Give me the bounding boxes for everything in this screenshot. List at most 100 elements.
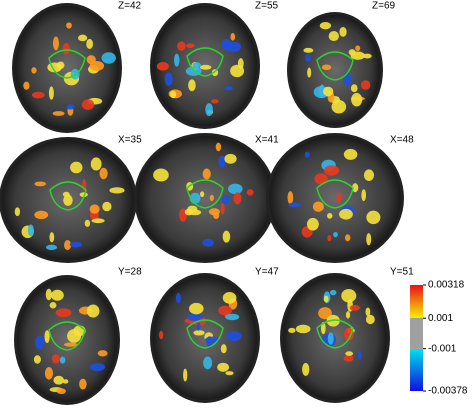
activation-blob: [31, 67, 37, 74]
colorbar-tick-label: -0.00378: [428, 386, 468, 397]
roi-contour: [316, 51, 354, 81]
activation-blob: [27, 224, 34, 237]
activation-blob: [331, 100, 347, 114]
activation-blob: [233, 192, 242, 205]
activation-blob: [226, 331, 242, 342]
colorbar-tick-label: 0.001: [428, 313, 453, 324]
activation-blob: [205, 103, 213, 117]
activation-blob: [81, 99, 95, 110]
activation-blob: [366, 233, 372, 246]
activation-blob: [349, 304, 360, 311]
activation-blob: [64, 240, 72, 251]
activation-blob: [35, 335, 45, 350]
activation-blob: [44, 330, 50, 344]
activation-blob: [45, 244, 58, 251]
activation-blob: [336, 192, 342, 203]
activation-blob: [363, 169, 375, 182]
activation-blob: [86, 38, 94, 49]
slice-tissue: [269, 136, 401, 260]
activation-blob: [49, 301, 57, 309]
activation-blob: [329, 289, 337, 296]
activation-blob: [360, 80, 371, 90]
activation-blob: [189, 302, 204, 315]
activation-blob: [70, 161, 83, 174]
activation-blob: [230, 32, 236, 41]
brain-slice: [287, 12, 383, 128]
activation-blob: [324, 165, 340, 176]
activation-blob: [345, 351, 354, 356]
activation-blob: [66, 22, 72, 29]
activation-blob: [352, 183, 359, 193]
activation-blob: [333, 231, 338, 238]
slice-label: X=35: [118, 135, 142, 146]
activation-blob: [348, 49, 356, 56]
brain-slice: [150, 3, 260, 129]
activation-blob: [225, 371, 234, 376]
slice-label: X=41: [255, 135, 279, 146]
activation-blob: [183, 368, 188, 382]
activation-blob: [215, 142, 222, 152]
slice-label: Z=42: [118, 1, 142, 12]
activation-blob: [63, 342, 78, 347]
activation-blob: [79, 378, 87, 390]
brain-slice: [12, 3, 122, 133]
activation-blob: [357, 350, 362, 361]
slice-label: X=48: [390, 135, 414, 146]
activation-blob: [221, 195, 230, 205]
activation-blob: [49, 232, 55, 243]
activation-blob: [102, 201, 112, 212]
activation-blob: [51, 354, 60, 364]
activation-blob: [196, 321, 201, 331]
activation-blob: [302, 362, 310, 376]
activation-blob: [203, 356, 213, 370]
activation-blob: [188, 79, 196, 92]
activation-blob: [23, 81, 30, 90]
activation-blob: [366, 210, 381, 225]
activation-blob: [52, 111, 65, 116]
activation-blob: [224, 153, 237, 164]
activation-blob: [206, 336, 213, 348]
roi-contour: [49, 181, 87, 211]
activation-blob: [218, 305, 232, 316]
activation-blob: [193, 330, 205, 336]
slice-label: Y=47: [255, 267, 279, 278]
activation-blob: [59, 356, 66, 364]
brain-slice: [280, 273, 390, 403]
activation-blob: [225, 41, 242, 52]
activation-blob: [187, 313, 203, 321]
activation-blob: [307, 67, 312, 78]
activation-blob: [45, 288, 52, 301]
slice-label: Z=55: [255, 1, 279, 12]
activation-blob: [164, 72, 173, 86]
activation-blob: [89, 204, 100, 214]
activation-blob: [52, 36, 59, 51]
activation-blob: [341, 288, 357, 303]
activation-blob: [200, 191, 205, 198]
activation-blob: [350, 84, 358, 93]
activation-blob: [328, 31, 339, 42]
activation-blob: [101, 52, 116, 64]
roi-contour: [48, 49, 86, 79]
activation-blob: [222, 230, 231, 243]
roi-contour: [186, 179, 224, 209]
activation-blob: [50, 289, 64, 301]
activation-blob: [345, 311, 351, 319]
slice-label: Y=51: [390, 267, 414, 278]
activation-blob: [62, 43, 70, 55]
activation-blob: [365, 307, 371, 317]
activation-blob: [89, 363, 106, 372]
activation-blob: [53, 375, 64, 385]
activation-blob: [305, 53, 311, 62]
activation-blob: [56, 61, 65, 70]
activation-blob: [361, 189, 367, 202]
roi-contour: [316, 319, 354, 349]
activation-blob: [14, 207, 21, 217]
activation-blob: [188, 209, 202, 216]
activation-blob: [220, 344, 227, 354]
activation-blob: [343, 355, 354, 362]
roi-contour: [48, 321, 86, 351]
colorbar-tick-label: 0.00318: [428, 280, 465, 291]
roi-contour: [186, 319, 224, 349]
activation-blob: [343, 72, 352, 86]
